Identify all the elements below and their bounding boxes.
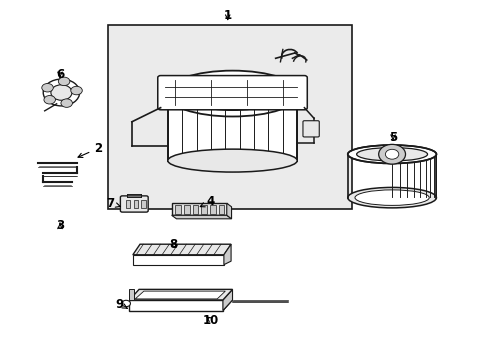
Text: 9: 9 — [116, 298, 127, 311]
Bar — [141, 201, 145, 208]
Circle shape — [41, 84, 53, 92]
Bar — [201, 205, 207, 213]
Text: 4: 4 — [200, 195, 215, 208]
Ellipse shape — [167, 149, 297, 172]
Bar — [129, 289, 134, 300]
Circle shape — [43, 79, 80, 106]
Text: 8: 8 — [169, 238, 177, 251]
Bar — [171, 203, 226, 215]
FancyBboxPatch shape — [120, 196, 148, 212]
Circle shape — [51, 85, 72, 100]
Bar — [209, 205, 215, 213]
Circle shape — [44, 95, 55, 104]
Polygon shape — [223, 289, 232, 311]
FancyBboxPatch shape — [158, 76, 306, 110]
Bar — [184, 205, 189, 213]
Ellipse shape — [347, 145, 435, 163]
Polygon shape — [171, 215, 231, 219]
Polygon shape — [224, 244, 231, 265]
Bar — [218, 205, 224, 213]
Circle shape — [71, 86, 82, 95]
FancyBboxPatch shape — [303, 121, 319, 137]
Polygon shape — [129, 289, 232, 300]
Text: 7: 7 — [106, 197, 120, 210]
Polygon shape — [133, 244, 231, 255]
Circle shape — [122, 300, 130, 307]
Circle shape — [58, 77, 70, 86]
Bar — [192, 205, 198, 213]
Ellipse shape — [347, 188, 435, 208]
Text: 10: 10 — [203, 314, 219, 327]
Polygon shape — [226, 203, 231, 219]
Text: 5: 5 — [388, 131, 396, 144]
Text: 6: 6 — [56, 68, 64, 81]
Text: 3: 3 — [56, 219, 64, 232]
Bar — [134, 201, 138, 208]
Circle shape — [385, 149, 398, 159]
Bar — [133, 255, 224, 265]
Ellipse shape — [354, 190, 428, 206]
Polygon shape — [129, 300, 232, 311]
Ellipse shape — [165, 71, 299, 117]
Bar — [129, 300, 223, 311]
Circle shape — [378, 144, 405, 164]
Bar — [126, 201, 130, 208]
Bar — [167, 100, 297, 161]
Ellipse shape — [182, 77, 282, 110]
Bar — [175, 205, 181, 213]
Circle shape — [61, 99, 72, 107]
Polygon shape — [135, 291, 225, 299]
Text: 1: 1 — [223, 9, 231, 22]
Bar — [108, 26, 351, 209]
Text: 2: 2 — [78, 142, 102, 157]
Ellipse shape — [356, 148, 427, 161]
